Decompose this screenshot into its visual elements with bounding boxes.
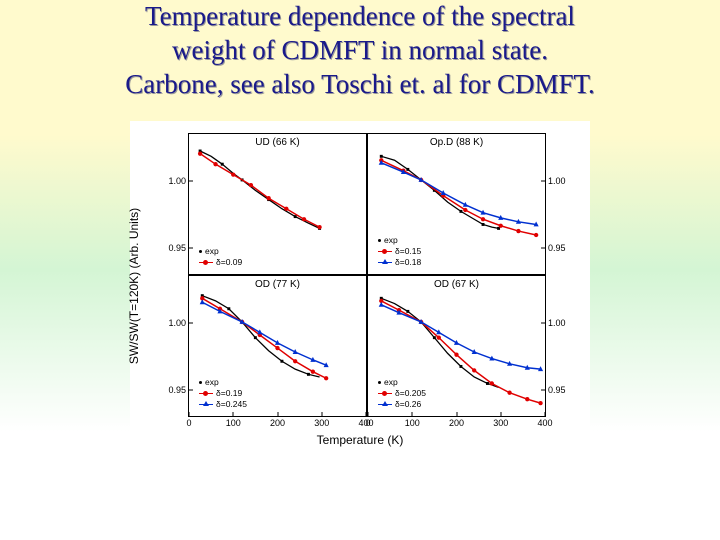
title-line-1: Temperature dependence of the spectral (145, 1, 575, 31)
ytick: 1.00 (545, 176, 566, 186)
legend-item: δ=0.19 (199, 388, 247, 399)
ytick: 0.95 (545, 385, 566, 395)
xtick: 300 (314, 416, 329, 428)
ytick: 1.00 (168, 176, 189, 186)
legend: expδ=0.15δ=0.18 (378, 235, 421, 268)
ytick: 0.95 (168, 385, 189, 395)
legend-item: exp (378, 377, 426, 388)
legend-item: exp (378, 235, 421, 246)
ytick: 0.95 (168, 243, 189, 253)
xtick: 200 (270, 416, 285, 428)
xtick: 0 (365, 416, 370, 428)
title-line-3: Carbone, see also Toschi et. al for CDMF… (125, 69, 595, 99)
xtick: 0 (186, 416, 191, 428)
panel-grid: UD (66 K)expδ=0.091.000.95Op.D (88 K)exp… (188, 133, 546, 417)
panel-tr: Op.D (88 K)expδ=0.15δ=0.181.000.95 (367, 133, 546, 275)
legend: expδ=0.09 (199, 246, 242, 268)
xtick: 400 (537, 416, 552, 428)
ytick: 1.00 (545, 318, 566, 328)
figure-container: SW/SW(T=120K) (Arb. Units) Temperature (… (0, 121, 720, 451)
xtick: 300 (493, 416, 508, 428)
legend-item: δ=0.245 (199, 399, 247, 410)
legend-item: δ=0.18 (378, 257, 421, 268)
legend-item: δ=0.26 (378, 399, 426, 410)
title-line-2: weight of CDMFT in normal state. (172, 35, 548, 65)
ytick: 0.95 (545, 243, 566, 253)
xtick: 100 (226, 416, 241, 428)
y-axis-label: SW/SW(T=120K) (Arb. Units) (127, 208, 141, 364)
legend-item: δ=0.15 (378, 246, 421, 257)
figure: SW/SW(T=120K) (Arb. Units) Temperature (… (130, 121, 590, 451)
legend: expδ=0.19δ=0.245 (199, 377, 247, 410)
legend-item: exp (199, 246, 242, 257)
legend-item: δ=0.09 (199, 257, 242, 268)
legend-item: δ=0.205 (378, 388, 426, 399)
xtick: 200 (449, 416, 464, 428)
panel-bl: OD (77 K)expδ=0.19δ=0.2451.000.950100200… (188, 275, 367, 417)
panel-br: OD (67 K)expδ=0.205δ=0.261.000.950100200… (367, 275, 546, 417)
slide-title: Temperature dependence of the spectral w… (0, 0, 720, 101)
legend: expδ=0.205δ=0.26 (378, 377, 426, 410)
legend-item: exp (199, 377, 247, 388)
xtick: 100 (405, 416, 420, 428)
x-axis-label: Temperature (K) (317, 433, 404, 447)
ytick: 1.00 (168, 318, 189, 328)
panel-tl: UD (66 K)expδ=0.091.000.95 (188, 133, 367, 275)
